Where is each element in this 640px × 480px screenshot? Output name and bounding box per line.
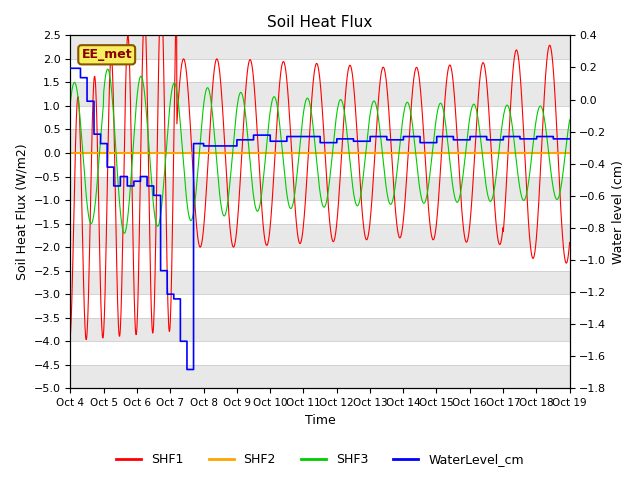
Title: Soil Heat Flux: Soil Heat Flux: [268, 15, 372, 30]
X-axis label: Time: Time: [305, 414, 335, 427]
Bar: [70, 36, 570, 59]
Text: EE_met: EE_met: [81, 48, 132, 61]
Bar: [70, 224, 570, 247]
Y-axis label: Water level (cm): Water level (cm): [612, 160, 625, 264]
Bar: [70, 365, 570, 388]
Bar: [70, 83, 570, 106]
Bar: [70, 177, 570, 200]
Y-axis label: Soil Heat Flux (W/m2): Soil Heat Flux (W/m2): [15, 144, 28, 280]
Bar: [70, 318, 570, 341]
Legend: SHF1, SHF2, SHF3, WaterLevel_cm: SHF1, SHF2, SHF3, WaterLevel_cm: [111, 448, 529, 471]
Bar: [70, 271, 570, 294]
Bar: [70, 130, 570, 153]
